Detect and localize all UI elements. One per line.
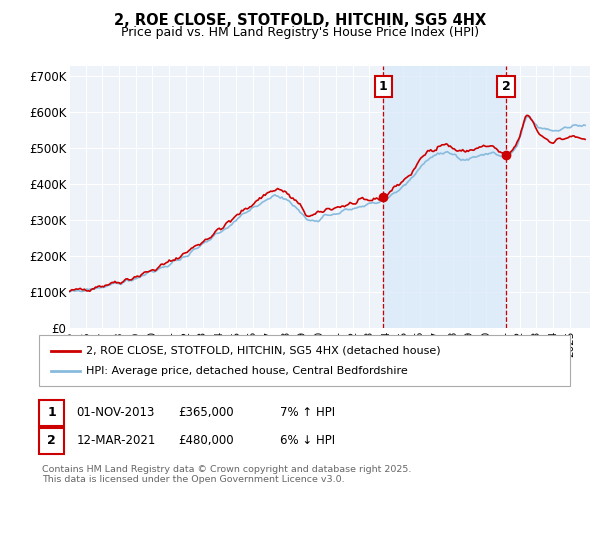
Text: 2: 2 [502,80,511,93]
Text: £365,000: £365,000 [178,406,234,419]
Text: 6% ↓ HPI: 6% ↓ HPI [280,434,335,447]
Text: Price paid vs. HM Land Registry's House Price Index (HPI): Price paid vs. HM Land Registry's House … [121,26,479,39]
Text: 1: 1 [47,406,56,419]
Text: 2, ROE CLOSE, STOTFOLD, HITCHIN, SG5 4HX: 2, ROE CLOSE, STOTFOLD, HITCHIN, SG5 4HX [114,13,486,28]
Text: 12-MAR-2021: 12-MAR-2021 [76,434,155,447]
Text: Contains HM Land Registry data © Crown copyright and database right 2025.
This d: Contains HM Land Registry data © Crown c… [42,465,412,484]
Text: 1: 1 [379,80,388,93]
Text: 2: 2 [47,434,56,447]
Text: £480,000: £480,000 [178,434,234,447]
Text: 2, ROE CLOSE, STOTFOLD, HITCHIN, SG5 4HX (detached house): 2, ROE CLOSE, STOTFOLD, HITCHIN, SG5 4HX… [86,346,440,356]
Text: HPI: Average price, detached house, Central Bedfordshire: HPI: Average price, detached house, Cent… [86,366,407,376]
Bar [383,66,506,328]
Text: 7% ↑ HPI: 7% ↑ HPI [280,406,335,419]
Text: 01-NOV-2013: 01-NOV-2013 [76,406,155,419]
